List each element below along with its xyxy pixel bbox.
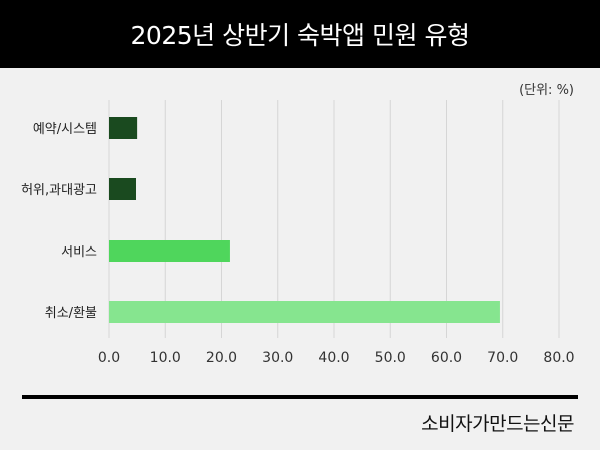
source-label: 소비자가만드는신문 [421,413,574,435]
x-tick-label: 70.0 [487,350,518,366]
x-tick-label: 0.0 [98,350,120,366]
category-label: 예약/시스템 [33,122,97,137]
category-label: 허위,과대광고 [21,183,97,198]
bars [109,117,500,323]
x-tick-label: 30.0 [262,350,293,366]
x-tick-label: 10.0 [150,350,181,366]
x-tick-labels: 0.0 10.0 20.0 30.0 40.0 50.0 60.0 70.0 80.0 [98,350,575,366]
unit-label: (단위: %) [519,83,574,98]
category-label: 취소/환불 [45,306,97,321]
chart-title: 2025년 상반기 숙박앱 민원 유형 [0,0,600,68]
x-tick-label: 50.0 [375,350,406,366]
bar [109,178,136,200]
category-label: 서비스 [61,245,97,260]
x-tick-label: 60.0 [431,350,462,366]
footer-divider [22,395,578,399]
x-tick-label: 80.0 [543,350,574,366]
grid-lines [108,100,560,338]
bar [109,117,138,139]
bar [109,301,500,323]
x-tick-label: 40.0 [318,350,349,366]
x-tick-label: 20.0 [206,350,237,366]
bar [109,240,230,262]
